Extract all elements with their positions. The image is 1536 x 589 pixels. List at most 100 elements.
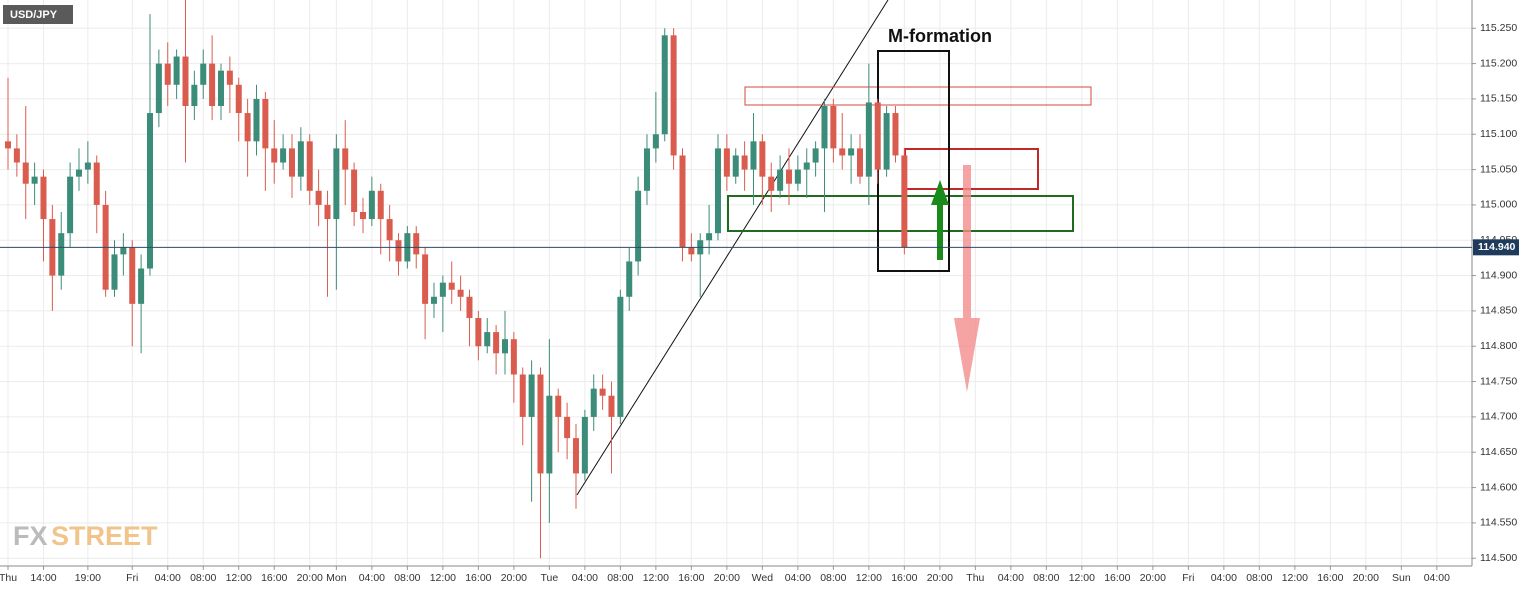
candle-body: [723, 148, 730, 177]
candle-body: [643, 148, 650, 191]
y-tick-label: 115.100: [1480, 128, 1517, 140]
resistance-zone: [744, 86, 1092, 106]
candle-body: [377, 190, 384, 220]
candle-body: [617, 296, 624, 417]
x-tick-label: 20:00: [1140, 572, 1166, 584]
x-tick-label: 16:00: [1317, 572, 1343, 584]
x-tick-label: 04:00: [155, 572, 181, 584]
candle-body: [359, 211, 366, 220]
x-tick-label: 19:00: [75, 572, 101, 584]
candle-body: [386, 219, 393, 241]
candle-body: [413, 233, 420, 255]
x-tick-label: Thu: [0, 572, 17, 584]
candle-body: [475, 317, 482, 347]
x-tick-label: 16:00: [891, 572, 917, 584]
x-tick-label: 20:00: [927, 572, 953, 584]
candle-body: [75, 169, 82, 177]
candle-body: [235, 84, 242, 114]
candle-body: [732, 155, 739, 177]
symbol-badge: [3, 5, 73, 24]
candle-body: [129, 247, 136, 304]
supply-zone: [904, 148, 1039, 190]
candle-body: [839, 148, 846, 156]
candle-body: [315, 190, 322, 205]
watermark-fx: FX: [13, 521, 48, 551]
candle-body: [706, 233, 713, 241]
candle-body: [546, 395, 553, 474]
candle-body: [288, 148, 295, 177]
candle-body: [297, 141, 304, 177]
x-tick-label: Wed: [752, 572, 774, 584]
up-arrow: [931, 180, 949, 260]
arrows: [931, 165, 980, 392]
candle-body: [58, 233, 65, 276]
candle-body: [635, 190, 642, 262]
symbol: USD/JPY: [10, 9, 58, 21]
candle-body: [812, 148, 819, 163]
y-tick-label: 114.850: [1480, 305, 1517, 317]
candle-body: [155, 63, 162, 114]
candle-body: [191, 84, 198, 106]
x-tick-label: 12:00: [1282, 572, 1308, 584]
candle-body: [883, 113, 890, 170]
candle-body: [439, 282, 446, 297]
candle-body: [537, 374, 544, 474]
candle-body: [564, 416, 571, 439]
candle-body: [608, 395, 615, 417]
x-tick-label: 16:00: [465, 572, 491, 584]
candle-body: [528, 374, 535, 417]
candles: [4, 0, 908, 559]
candle-body: [856, 148, 863, 177]
candle-body: [67, 176, 74, 234]
candle-body: [13, 148, 20, 163]
x-tick-label: 16:00: [1104, 572, 1130, 584]
candle-body: [31, 176, 38, 184]
candle-body: [262, 98, 269, 149]
candle-body: [599, 388, 606, 396]
candle-body: [253, 98, 260, 142]
last-price-label: 114.940: [1478, 241, 1516, 253]
x-tick-label: 08:00: [1033, 572, 1059, 584]
candle-body: [848, 148, 855, 156]
candle-body: [333, 148, 340, 220]
candle-body: [164, 63, 171, 85]
candle-body: [501, 339, 508, 354]
y-tick-label: 115.200: [1480, 57, 1517, 69]
candle-body: [306, 141, 313, 191]
last-price-tag: [1473, 239, 1519, 256]
x-tick-label: 12:00: [226, 572, 252, 584]
candle-body: [217, 70, 224, 106]
x-tick-label: 04:00: [1424, 572, 1450, 584]
candle-body: [901, 155, 908, 248]
candle-body: [448, 282, 455, 290]
y-tick-label: 115.150: [1480, 93, 1517, 105]
x-tick-label: 16:00: [261, 572, 287, 584]
candle-body: [226, 70, 233, 85]
candle-body: [4, 141, 11, 149]
candle-body: [670, 35, 677, 156]
candle-body: [785, 169, 792, 184]
candle-body: [22, 162, 29, 184]
x-tick-label: 04:00: [998, 572, 1024, 584]
candle-body: [271, 148, 278, 163]
candle-body: [173, 56, 180, 85]
candle-body: [182, 56, 189, 106]
candle-body: [750, 141, 757, 170]
y-tick-label: 114.900: [1480, 269, 1517, 281]
x-tick-label: 20:00: [297, 572, 323, 584]
y-tick-label: 114.800: [1480, 340, 1517, 352]
x-tick-label: Thu: [966, 572, 984, 584]
x-tick-label: 08:00: [190, 572, 216, 584]
candle-body: [652, 134, 659, 149]
candle-body: [280, 148, 287, 163]
candle-body: [138, 268, 145, 304]
x-tick-label: 20:00: [1353, 572, 1379, 584]
y-tick-label: 114.500: [1480, 552, 1517, 564]
x-tick-label: 20:00: [501, 572, 527, 584]
candle-body: [626, 261, 633, 297]
candle-body: [200, 63, 207, 85]
candle-body: [368, 190, 375, 220]
y-tick-label: 115.000: [1480, 199, 1517, 211]
